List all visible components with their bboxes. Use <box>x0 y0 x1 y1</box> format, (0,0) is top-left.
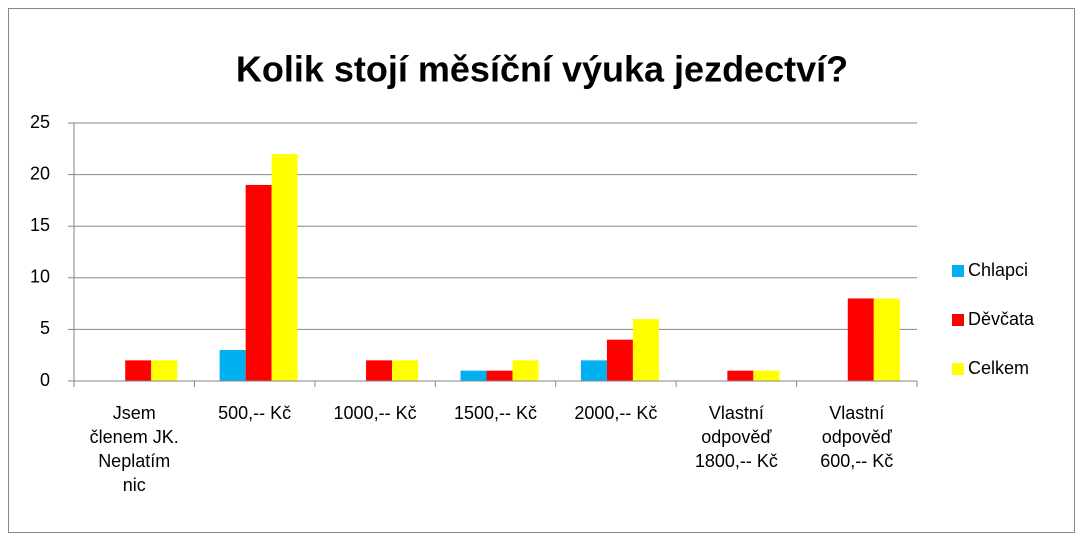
bar <box>606 339 633 381</box>
bar <box>151 360 178 381</box>
bar <box>460 370 487 381</box>
bar <box>125 360 152 381</box>
y-tick-label: 10 <box>30 267 50 287</box>
y-tick-label: 5 <box>40 318 50 338</box>
bar <box>486 370 513 381</box>
x-tick-label: 1500,-- Kč <box>453 403 538 423</box>
bar <box>632 319 659 381</box>
x-tick-label: 500,-- Kč <box>218 403 292 423</box>
chart-title: Kolik stojí měsíční výuka jezdectví? <box>236 49 848 90</box>
bar <box>847 298 874 381</box>
bar <box>392 360 419 381</box>
y-tick-label: 0 <box>40 370 50 390</box>
y-tick-label: 15 <box>30 215 50 235</box>
y-tick-label: 20 <box>30 163 50 183</box>
x-tick-label: Jsem členem JK. Neplatím nic <box>89 403 179 495</box>
legend-label: Chlapci <box>968 260 1028 280</box>
legend-label: Celkem <box>968 358 1029 378</box>
legend-swatch <box>952 363 964 375</box>
bar <box>366 360 393 381</box>
legend-swatch <box>952 314 964 326</box>
x-tick-label: Vlastní odpověď 1800,-- Kč <box>694 403 778 471</box>
bar <box>271 153 298 381</box>
y-tick-label: 25 <box>30 112 50 132</box>
legend-label: Děvčata <box>968 309 1035 329</box>
bar <box>727 370 754 381</box>
bar <box>219 350 246 381</box>
x-tick-label: Vlastní odpověď 600,-- Kč <box>820 403 894 471</box>
bar <box>245 184 272 381</box>
bar <box>873 298 900 381</box>
chart-border <box>8 8 1075 533</box>
legend-swatch <box>952 265 964 277</box>
bar <box>580 360 607 381</box>
x-tick-label: 1000,-- Kč <box>333 403 417 423</box>
bar <box>512 360 539 381</box>
x-tick-label: 2000,-- Kč <box>574 403 658 423</box>
bar <box>753 370 780 381</box>
